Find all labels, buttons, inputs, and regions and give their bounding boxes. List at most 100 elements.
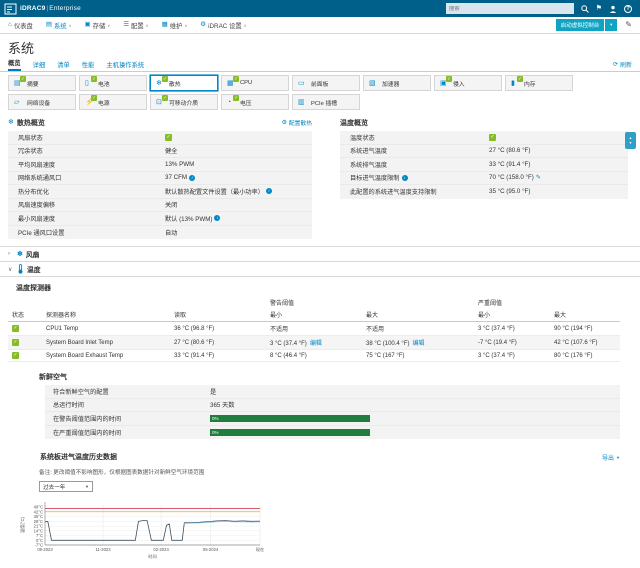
menu-item-config[interactable]: ☰配置∨ xyxy=(123,21,148,30)
menu-item-system[interactable]: ▤系统∨ xyxy=(46,21,72,30)
edit-threshold-link[interactable]: 编辑 xyxy=(412,341,424,347)
info-row: 网络系统通风口37 CFMi xyxy=(8,172,312,186)
time-range-select[interactable]: 过去一年 ▼ xyxy=(39,481,93,492)
home-icon: ⌂ xyxy=(8,22,12,29)
info-icon[interactable]: i xyxy=(214,215,220,221)
info-row: 符合新鲜空气的配置是 xyxy=(45,385,620,399)
chevron-down-icon[interactable]: ▼ xyxy=(629,141,632,145)
progress-bar: 0% xyxy=(210,415,370,422)
fans-section-toggle[interactable]: › ❄ 风扇 xyxy=(0,247,640,262)
y-axis-label: 温度(°C) xyxy=(19,516,26,532)
help-icon[interactable]: ? xyxy=(624,5,632,13)
tab-4[interactable]: 主机操作系统 xyxy=(106,60,144,71)
refresh-button[interactable]: ⟳刷新 xyxy=(613,60,632,71)
chevron-down-icon: ∨ xyxy=(184,23,187,28)
tab-1[interactable]: 详细 xyxy=(33,60,46,71)
snowflake-icon: ❄ xyxy=(8,119,14,126)
maintenance-icon: ▦ xyxy=(162,22,168,29)
menu-item-storage[interactable]: ▣存储∨ xyxy=(85,21,111,30)
x-tick-label: 11-2023 xyxy=(96,547,112,552)
tile-removable-media[interactable]: ⊡✓可移动介质 xyxy=(150,94,218,110)
info-icon[interactable]: i xyxy=(402,175,408,181)
ok-status-icon: ✓ xyxy=(165,134,172,141)
tile-network[interactable]: ▱网络设备 xyxy=(8,94,76,110)
tile-memory[interactable]: ▮✓内存 xyxy=(505,75,573,91)
chevron-down-icon: ∨ xyxy=(146,23,149,28)
configure-cooling-link[interactable]: ⚙配置散热 xyxy=(282,118,312,127)
flag-icon[interactable]: ⚑ xyxy=(596,5,602,12)
memory-icon: ▮✓ xyxy=(511,80,520,87)
topbar: iDRAC9|Enterprise ⚑ ? xyxy=(0,0,640,17)
column-header: 最小 xyxy=(474,308,550,322)
probe-row: ✓System Board Exhaust Temp33 °C (91.4 °F… xyxy=(8,350,620,362)
column-header: 探测器名称 xyxy=(42,308,170,322)
tab-0[interactable]: 概览 xyxy=(8,58,21,71)
tile-cooling[interactable]: ❄✓散热 xyxy=(150,75,218,91)
tile-front-panel[interactable]: ▭前面板 xyxy=(292,75,360,91)
info-icon[interactable]: i xyxy=(189,175,195,181)
column-header: 状态 xyxy=(8,308,42,322)
server-logo-icon xyxy=(4,3,17,15)
info-row: 系统排气温度33 °C (91.4 °F) xyxy=(340,158,628,172)
threshold-cell: 90 °C (194 °F) xyxy=(550,322,620,336)
battery-icon: ▯✓ xyxy=(85,80,94,87)
tile-voltage[interactable]: ◔✓电压 xyxy=(221,94,289,110)
scroll-widget: ▲ ▼ xyxy=(625,132,636,149)
tile-cpu[interactable]: ▦✓CPU xyxy=(221,75,289,91)
info-row: 冗余状态健全 xyxy=(8,145,312,159)
info-row: 最小风扇速度默认 (13% PWM)i xyxy=(8,212,312,226)
menubar: ⌂仪表盘 ▤系统∨ ▣存储∨ ☰配置∨ ▦维护∨ ⚙iDRAC 设置∨ 启动虚拟控制台 ▾… xyxy=(0,17,640,34)
info-icon[interactable]: i xyxy=(266,188,272,194)
front-panel-icon: ▭ xyxy=(298,80,307,87)
inlet-temp-series xyxy=(45,521,260,541)
tile-pcie[interactable]: ▥PCIe 插槽 xyxy=(292,94,360,110)
fresh-air-panel: 符合新鲜空气的配置是总运行时间365 天数在警告阈值范围内的时间0%在严重阈值范… xyxy=(45,385,620,439)
chevron-down-icon: ▼ xyxy=(85,484,89,489)
edit-pencil-icon[interactable]: ✎ xyxy=(625,21,632,29)
chevron-up-icon[interactable]: ▲ xyxy=(629,136,632,140)
removable-media-icon: ⊡✓ xyxy=(156,99,165,106)
edit-threshold-link[interactable]: 编辑 xyxy=(310,341,322,347)
chevron-down-icon: ∨ xyxy=(244,23,247,28)
config-icon: ☰ xyxy=(123,22,129,29)
menu-item-maintenance[interactable]: ▦维护∨ xyxy=(162,21,188,30)
x-tick-label: 05-2024 xyxy=(203,547,219,552)
menu-item-settings[interactable]: ⚙iDRAC 设置∨ xyxy=(200,21,246,30)
threshold-cell: 不适用 xyxy=(362,322,474,336)
wrench-icon: ⚙ xyxy=(282,120,287,126)
chevron-down-icon: ∨ xyxy=(8,266,14,273)
ok-status-icon: ✓ xyxy=(489,134,496,141)
search-box[interactable] xyxy=(446,3,574,14)
inlet-temperature-history-chart: 49°C42°C35°C28°C21°C14°C7°C0°C-7°C09-202… xyxy=(8,495,628,565)
tile-power[interactable]: ⚡✓电源 xyxy=(79,94,147,110)
user-icon[interactable] xyxy=(609,5,617,13)
menu-item-home[interactable]: ⌂仪表盘 xyxy=(8,21,33,30)
search-input[interactable] xyxy=(449,6,571,12)
tile-battery[interactable]: ▯✓电池 xyxy=(79,75,147,91)
ok-status-icon: ✓ xyxy=(20,76,26,82)
temperature-section-toggle[interactable]: ∨ 温度 xyxy=(0,262,640,277)
probe-row: ✓CPU1 Temp36 °C (96.8 °F)不适用不适用3 °C (37.… xyxy=(8,322,620,336)
status-cell: ✓ xyxy=(8,350,42,362)
threshold-group-header: 警告阈值 xyxy=(266,296,474,308)
tab-2[interactable]: 清单 xyxy=(57,60,70,71)
search-icon[interactable] xyxy=(581,5,589,13)
thermometer-icon xyxy=(17,264,24,274)
console-dropdown-button[interactable]: ▾ xyxy=(605,19,617,31)
threshold-cell: 3 °C (37.4 °F)编辑 xyxy=(266,336,362,350)
hardware-tile-grid: ▤✓摘要▯✓电池❄✓散热▦✓CPU▭前面板▧加速器▣✓侵入▮✓内存 ▱网络设备⚡✓… xyxy=(0,75,640,110)
tab-3[interactable]: 性能 xyxy=(82,60,95,71)
refresh-icon: ⟳ xyxy=(613,61,618,68)
brand-text: iDRAC9|Enterprise xyxy=(20,5,81,12)
tile-summary[interactable]: ▤✓摘要 xyxy=(8,75,76,91)
virtual-console-button[interactable]: 启动虚拟控制台 xyxy=(556,19,605,31)
system-icon: ▤ xyxy=(46,22,52,29)
tile-accelerator[interactable]: ▧加速器 xyxy=(363,75,431,91)
export-button[interactable]: 导出▼ xyxy=(602,453,620,462)
status-cell: ✓ xyxy=(8,322,42,336)
tile-intrusion[interactable]: ▣✓侵入 xyxy=(434,75,502,91)
edit-icon[interactable]: ✎ xyxy=(536,175,541,181)
settings-icon: ⚙ xyxy=(200,22,206,29)
x-tick-label: 02-2024 xyxy=(153,547,169,552)
cpu-icon: ▦✓ xyxy=(227,80,236,87)
